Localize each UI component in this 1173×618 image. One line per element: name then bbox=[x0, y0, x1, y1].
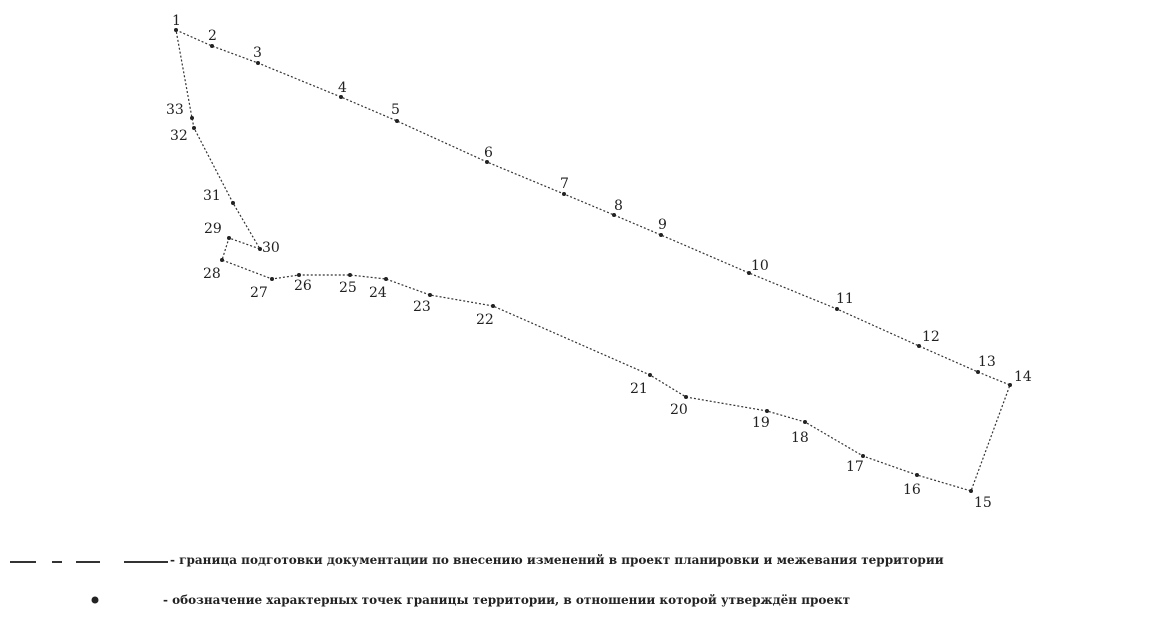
boundary-point-20 bbox=[684, 395, 688, 399]
point-label-14: 14 bbox=[1014, 369, 1032, 385]
point-label-20: 20 bbox=[670, 402, 688, 418]
point-label-22: 22 bbox=[476, 312, 494, 328]
boundary-point-19 bbox=[765, 409, 769, 413]
boundary-point-22 bbox=[491, 304, 495, 308]
point-label-11: 11 bbox=[836, 291, 854, 307]
boundary-point-24 bbox=[384, 277, 388, 281]
boundary-point-29 bbox=[227, 236, 231, 240]
point-label-26: 26 bbox=[294, 278, 312, 294]
legend-boundary-text: - граница подготовки документации по вне… bbox=[170, 553, 944, 567]
legend-point-icon bbox=[91, 596, 99, 604]
boundary-point-30 bbox=[258, 247, 262, 251]
boundary-point-4 bbox=[339, 95, 343, 99]
point-labels: 1234567891011121314151617181920212223242… bbox=[166, 13, 1032, 511]
legend-points: - обозначение характерных точек границы … bbox=[0, 591, 1173, 615]
legend-dashed-line-icon bbox=[10, 561, 168, 563]
boundary-point-33 bbox=[190, 116, 194, 120]
point-label-29: 29 bbox=[204, 221, 222, 237]
boundary-point-3 bbox=[256, 61, 260, 65]
boundary-point-17 bbox=[861, 454, 865, 458]
point-label-7: 7 bbox=[560, 176, 569, 192]
boundary-point-9 bbox=[659, 233, 663, 237]
boundary-point-8 bbox=[612, 213, 616, 217]
point-label-9: 9 bbox=[658, 217, 667, 233]
point-label-21: 21 bbox=[630, 381, 648, 397]
point-label-25: 25 bbox=[339, 280, 357, 296]
boundary-point-27 bbox=[270, 277, 274, 281]
point-label-33: 33 bbox=[166, 102, 184, 118]
boundary-diagram: 1234567891011121314151617181920212223242… bbox=[166, 13, 1032, 511]
boundary-point-32 bbox=[192, 126, 196, 130]
point-label-15: 15 bbox=[974, 495, 992, 511]
point-label-12: 12 bbox=[922, 329, 940, 345]
point-label-2: 2 bbox=[208, 28, 217, 44]
point-label-8: 8 bbox=[614, 198, 623, 214]
point-label-18: 18 bbox=[791, 430, 809, 446]
boundary-point-28 bbox=[220, 258, 224, 262]
boundary-point-31 bbox=[231, 201, 235, 205]
boundary-point-23 bbox=[428, 293, 432, 297]
boundary-point-5 bbox=[395, 119, 399, 123]
point-label-32: 32 bbox=[170, 128, 188, 144]
point-label-3: 3 bbox=[253, 45, 262, 61]
point-label-24: 24 bbox=[369, 285, 387, 301]
boundary-point-16 bbox=[915, 473, 919, 477]
boundary-point-12 bbox=[917, 344, 921, 348]
point-label-31: 31 bbox=[203, 188, 221, 204]
legend-boundary: - граница подготовки документации по вне… bbox=[0, 551, 1173, 575]
point-label-16: 16 bbox=[903, 482, 921, 498]
legend-points-text: - обозначение характерных точек границы … bbox=[163, 593, 851, 607]
boundary-point-14 bbox=[1008, 383, 1012, 387]
point-label-28: 28 bbox=[203, 266, 221, 282]
boundary-point-11 bbox=[835, 307, 839, 311]
point-label-13: 13 bbox=[978, 354, 996, 370]
boundary-point-18 bbox=[803, 420, 807, 424]
point-label-1: 1 bbox=[172, 13, 181, 29]
point-label-27: 27 bbox=[250, 285, 268, 301]
point-label-5: 5 bbox=[391, 102, 400, 118]
boundary-point-21 bbox=[648, 373, 652, 377]
point-label-23: 23 bbox=[413, 299, 431, 315]
point-label-6: 6 bbox=[484, 145, 493, 161]
boundary-point-10 bbox=[747, 271, 751, 275]
point-markers bbox=[174, 28, 1012, 493]
point-label-4: 4 bbox=[338, 80, 347, 96]
point-label-19: 19 bbox=[752, 415, 770, 431]
boundary-point-15 bbox=[969, 489, 973, 493]
boundary-point-7 bbox=[562, 192, 566, 196]
point-label-10: 10 bbox=[751, 258, 769, 274]
boundary-point-26 bbox=[297, 273, 301, 277]
point-label-30: 30 bbox=[262, 240, 280, 256]
point-label-17: 17 bbox=[846, 459, 864, 475]
boundary-point-25 bbox=[348, 273, 352, 277]
boundary-point-2 bbox=[210, 44, 214, 48]
boundary-point-13 bbox=[976, 370, 980, 374]
boundary-point-1 bbox=[174, 28, 178, 32]
boundary-point-6 bbox=[485, 160, 489, 164]
boundary-line bbox=[175, 28, 1011, 492]
